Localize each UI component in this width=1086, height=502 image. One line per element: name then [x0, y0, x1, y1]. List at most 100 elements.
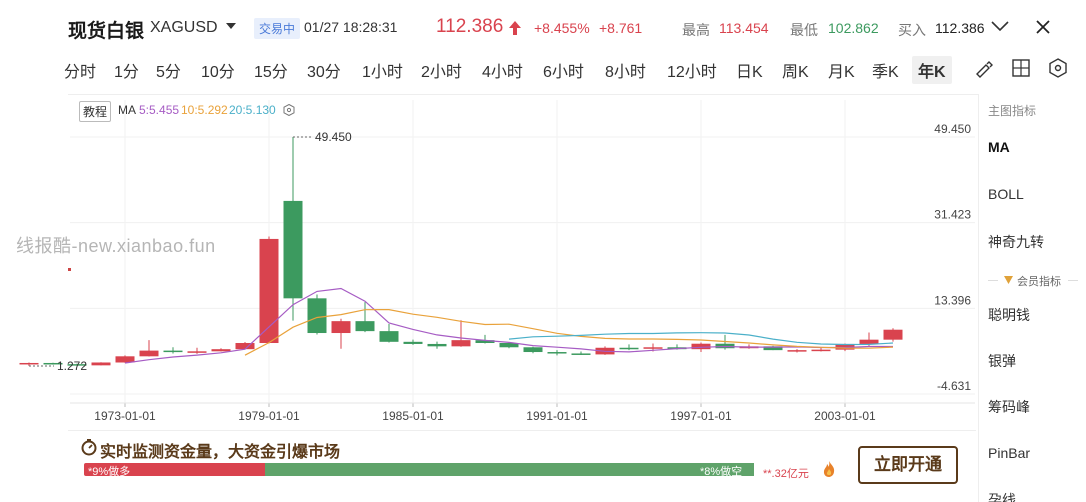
- status-badge: 交易中: [254, 18, 301, 39]
- quote-header: 现货白银 XAGUSD 交易中 01/27 18:28:31 112.386 +…: [0, 0, 1086, 56]
- tab-4h[interactable]: 4小时: [482, 64, 523, 81]
- y-tick-label: -4.631: [937, 379, 971, 393]
- fire-icon: [823, 461, 835, 477]
- candle-body: [499, 343, 519, 348]
- candle-body: [883, 329, 903, 340]
- tab-6h[interactable]: 6小时: [543, 64, 584, 81]
- candle-body: [19, 362, 39, 365]
- vip-indicators-label: 会员指标: [1017, 276, 1061, 288]
- chevron-down-icon[interactable]: [990, 19, 1010, 33]
- divider: [988, 280, 998, 281]
- candle-body: [115, 356, 135, 363]
- candle-body: [211, 349, 231, 352]
- tab-30min[interactable]: 30分: [307, 64, 341, 81]
- x-tick-label: 2003-01-01: [814, 409, 876, 423]
- tab-quarter[interactable]: 季K: [872, 64, 899, 81]
- x-tick-label: 1997-01-01: [670, 409, 732, 423]
- tutorial-button[interactable]: 教程: [79, 101, 112, 122]
- low-label: 最低: [790, 22, 818, 38]
- x-tick-label: 1985-01-01: [382, 409, 444, 423]
- ma-line-ma20: [508, 332, 894, 346]
- tab-5min[interactable]: 5分: [156, 64, 181, 81]
- candle-body: [259, 238, 279, 344]
- candle-body: [163, 350, 183, 353]
- tab-12h[interactable]: 12小时: [667, 64, 717, 81]
- candle-body: [379, 331, 399, 342]
- candle-body: [811, 349, 831, 352]
- candle-body: [139, 350, 159, 357]
- indicator-ma[interactable]: MA: [988, 139, 1010, 155]
- change-percent: +8.455%: [534, 20, 590, 36]
- indicator-panel-title: 主图指标: [988, 104, 1037, 118]
- candle-body: [91, 362, 111, 366]
- indicator-smart-money[interactable]: 聪明钱: [988, 307, 1030, 323]
- candle-body: [307, 298, 327, 334]
- candle-body: [691, 343, 711, 350]
- change-absolute: +8.761: [599, 20, 643, 36]
- long-short-bar: [84, 463, 756, 476]
- fund-amount: **.32亿元: [763, 468, 809, 480]
- tab-15min[interactable]: 15分: [254, 64, 288, 81]
- min-marker-label: 1.272: [57, 359, 87, 373]
- tab-year[interactable]: 年K: [912, 56, 952, 84]
- tab-day[interactable]: 日K: [736, 64, 763, 81]
- candle-body: [235, 343, 255, 350]
- high-label: 最高: [682, 22, 710, 38]
- indicator-pinbar[interactable]: PinBar: [988, 445, 1031, 461]
- ma5-value: 5:5.455: [139, 103, 180, 117]
- tab-week[interactable]: 周K: [782, 64, 809, 81]
- ma-line-ma5: [124, 287, 893, 364]
- settings-icon[interactable]: [283, 104, 295, 116]
- tab-10min[interactable]: 10分: [201, 64, 235, 81]
- indicator-boll[interactable]: BOLL: [988, 186, 1024, 202]
- tab-1min[interactable]: 1分: [114, 64, 139, 81]
- draw-pen-icon[interactable]: [973, 58, 993, 78]
- candle-body: [355, 321, 375, 332]
- kline-chart[interactable]: [68, 94, 980, 428]
- high-value: 113.454: [719, 20, 769, 36]
- tab-2h[interactable]: 2小时: [421, 64, 462, 81]
- candle-body: [187, 351, 207, 353]
- settings-hexagon-icon[interactable]: [1048, 58, 1068, 78]
- ma-line-ma10: [244, 308, 894, 356]
- last-price: 112.386: [436, 16, 504, 37]
- divider: [1068, 280, 1078, 281]
- instrument-title: 现货白银: [68, 21, 145, 42]
- short-share-label: *8%做空: [700, 466, 743, 478]
- tab-8h[interactable]: 8小时: [605, 64, 646, 81]
- instrument-symbol[interactable]: XAGUSD: [150, 19, 218, 36]
- tab-month[interactable]: 月K: [828, 64, 855, 81]
- candle-body: [451, 340, 471, 347]
- candle-body: [835, 343, 855, 350]
- watermark-text: 线报酷-new.xianbao.fun: [16, 236, 216, 256]
- bid-label: 买入: [898, 22, 926, 38]
- open-subscription-button[interactable]: 立即开通: [858, 446, 958, 484]
- candle-body: [67, 364, 87, 366]
- quote-timestamp: 01/27 18:28:31: [304, 19, 398, 35]
- x-tick-label: 1979-01-01: [238, 409, 300, 423]
- candle-body: [283, 200, 303, 299]
- candle-body: [547, 352, 567, 354]
- long-share-label: *9%做多: [88, 466, 131, 478]
- indicator-td9[interactable]: 神奇九转: [988, 234, 1044, 250]
- indicator-chip-peak[interactable]: 筹码峰: [988, 399, 1030, 415]
- promo-headline: 实时监测资金量，大资金引爆市场: [100, 444, 341, 461]
- period-tabs: 分时 1分 5分 10分 15分 30分 1小时 2小时 4小时 6小时 8小时…: [0, 54, 1086, 84]
- candle-body: [403, 341, 423, 344]
- close-icon[interactable]: [1034, 18, 1052, 36]
- tab-time-sharing[interactable]: 分时: [63, 64, 96, 81]
- indicator-panel: [978, 94, 1086, 502]
- stopwatch-icon: [81, 439, 97, 456]
- layout-grid-icon[interactable]: [1011, 58, 1031, 78]
- caret-down-icon[interactable]: [226, 23, 236, 29]
- candle-body: [859, 339, 879, 344]
- indicator-harami[interactable]: 孕线: [988, 492, 1016, 502]
- edge-marker: [68, 268, 71, 271]
- indicator-silver-bullet[interactable]: 银弹: [988, 353, 1016, 369]
- long-share-fill: [84, 463, 266, 476]
- max-marker-label: 49.450: [315, 130, 352, 144]
- candle-body: [763, 346, 783, 351]
- candle-body: [643, 347, 663, 349]
- tab-1h[interactable]: 1小时: [362, 64, 403, 81]
